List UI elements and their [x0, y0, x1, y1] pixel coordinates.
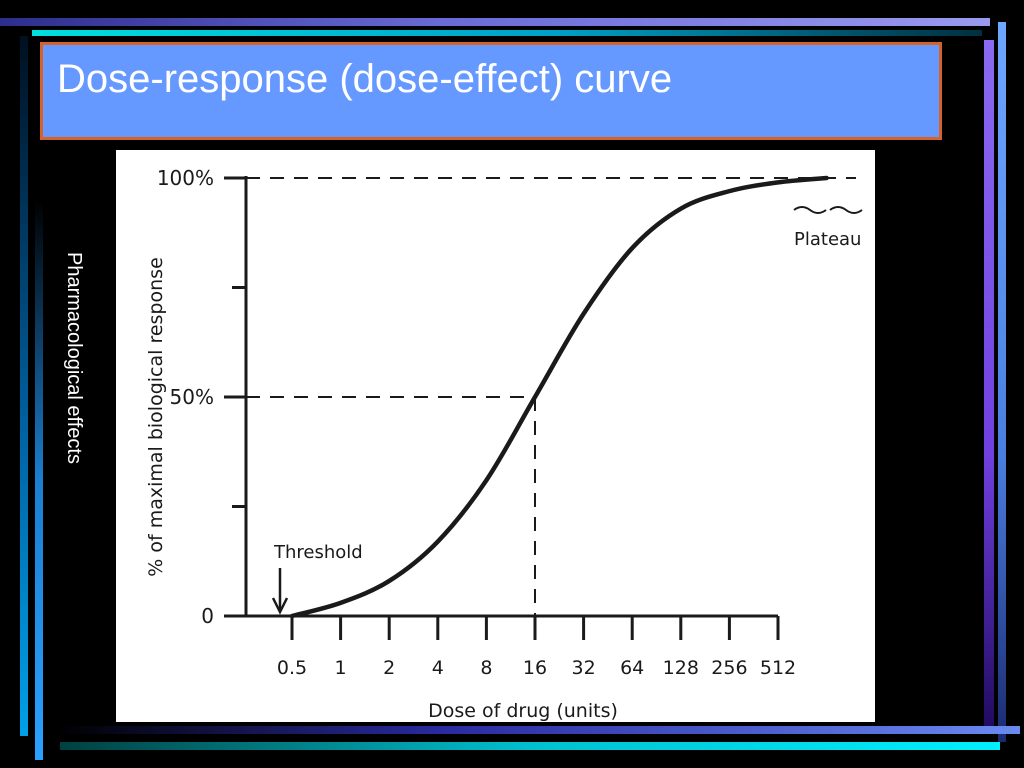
- right-accent-bar: [998, 22, 1006, 742]
- left-accent-bar: [35, 200, 43, 760]
- dose-response-curve: [289, 175, 829, 619]
- y-tick-label: 0: [201, 604, 214, 628]
- curve-layer: [289, 175, 829, 619]
- x-tick-label: 128: [663, 657, 699, 679]
- y-tick-label: 50%: [170, 385, 214, 409]
- y-tick-label: 100%: [157, 166, 214, 190]
- dose-response-chart: 0.5 1 2 4 8 16 32 64 128 256 512 0 50% 100% Threshold P…: [145, 166, 863, 722]
- x-tick-label: 16: [523, 657, 547, 679]
- chart-labels: 0.5 1 2 4 8 16 32 64 128 256 512 0 50% 100% Threshold P…: [145, 166, 863, 722]
- chart-panel: 0.5 1 2 4 8 16 32 64 128 256 512 0 50% 100% Threshold P…: [116, 150, 875, 722]
- top-decorative-bar: [0, 18, 990, 26]
- x-tick-label: 32: [572, 657, 596, 679]
- top-accent-bar: [32, 30, 982, 36]
- bottom-decorative-bar: [55, 726, 1020, 734]
- side-label: Pharmacological effects: [63, 252, 85, 464]
- reference-lines: [246, 177, 856, 616]
- plateau-label: Plateau: [794, 229, 861, 250]
- x-tick-label: 512: [760, 657, 796, 679]
- y-axis-title: % of maximal biological response: [145, 257, 167, 577]
- title-box: Dose-response (dose-effect) curve: [40, 42, 942, 140]
- right-decorative-bar: [984, 40, 994, 730]
- x-tick-label: 2: [383, 657, 395, 679]
- chart-axes: [224, 176, 780, 640]
- x-axis-title: Dose of drug (units): [428, 700, 618, 722]
- x-tick-label: 8: [480, 657, 492, 679]
- plateau-squiggle: [829, 206, 863, 214]
- x-tick-label: 0.5: [277, 657, 307, 679]
- x-tick-label: 1: [335, 657, 347, 679]
- bottom-accent-bar: [60, 742, 1000, 750]
- x-tick-label: 256: [711, 657, 747, 679]
- x-tick-label: 64: [620, 657, 644, 679]
- slide-title: Dose-response (dose-effect) curve: [57, 57, 673, 101]
- left-decorative-bar: [20, 36, 28, 736]
- plateau-squiggle: [793, 206, 827, 214]
- x-tick-label: 4: [432, 657, 444, 679]
- threshold-arrow-head: [271, 597, 289, 615]
- threshold-label: Threshold: [273, 542, 363, 563]
